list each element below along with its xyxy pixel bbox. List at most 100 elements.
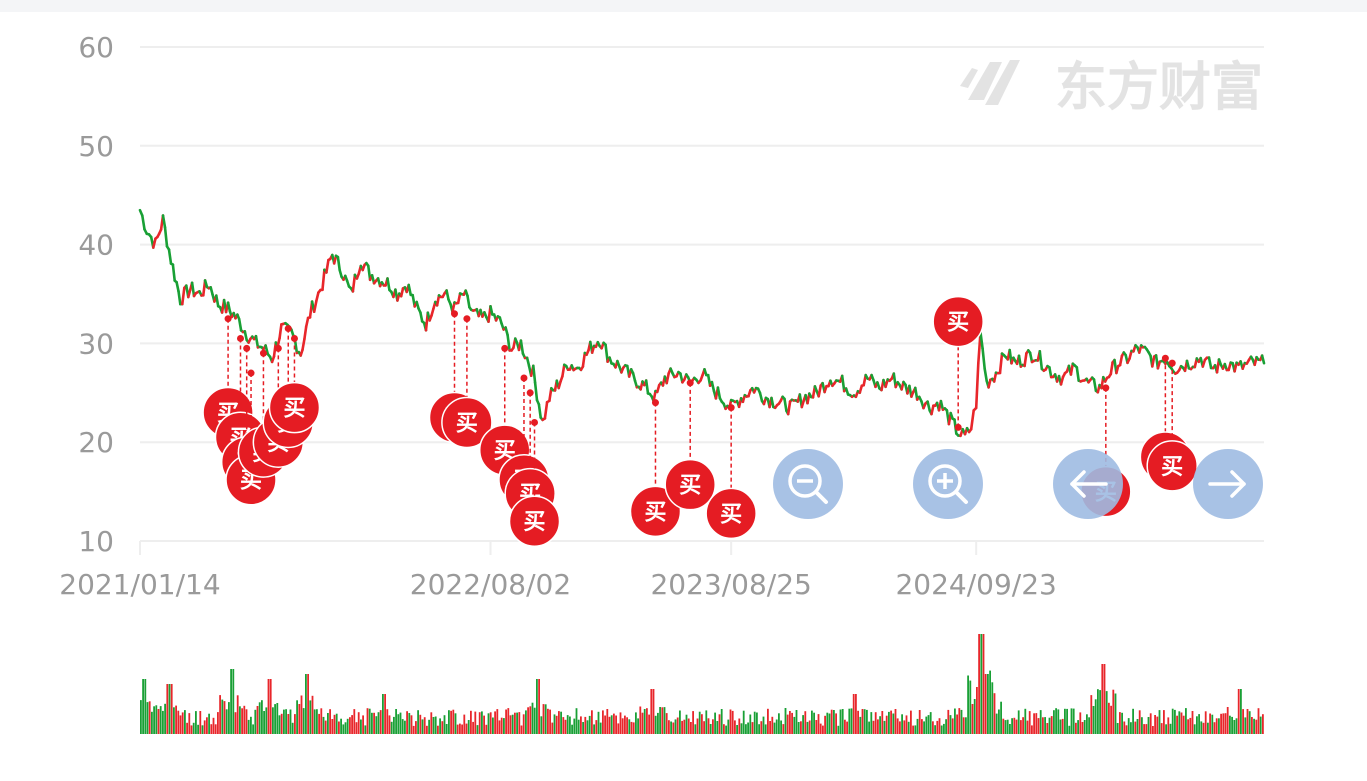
volume-bar bbox=[716, 721, 719, 734]
price-segment bbox=[913, 386, 919, 401]
volume-bar bbox=[560, 711, 562, 734]
volume-bar bbox=[1123, 721, 1126, 734]
volume-bar bbox=[1220, 713, 1222, 734]
buy-point bbox=[247, 369, 255, 377]
volume-bar bbox=[817, 714, 820, 734]
scroll-right-button[interactable] bbox=[1193, 449, 1263, 519]
price-segment bbox=[304, 316, 310, 328]
zoom-in-button[interactable] bbox=[913, 449, 983, 519]
volume-bar bbox=[1031, 725, 1033, 734]
volume-bar bbox=[1042, 717, 1044, 734]
volume-bar bbox=[606, 709, 609, 734]
volume-bar bbox=[835, 713, 837, 734]
volume-bar bbox=[241, 708, 243, 734]
volume-bar bbox=[670, 721, 672, 734]
volume-bar bbox=[1178, 711, 1181, 734]
volume-bar bbox=[1108, 702, 1110, 734]
volume-bar bbox=[1044, 717, 1046, 734]
volume-bar bbox=[872, 720, 875, 734]
volume-bar bbox=[212, 717, 215, 734]
volume-bar bbox=[1059, 719, 1062, 734]
volume-bar bbox=[228, 702, 230, 734]
zoom-out-button[interactable] bbox=[773, 449, 843, 519]
volume-bar bbox=[745, 724, 747, 734]
volume-bar bbox=[1141, 717, 1143, 734]
buy-point bbox=[1161, 354, 1169, 362]
volume-bar bbox=[1083, 720, 1086, 734]
volume-bar bbox=[932, 721, 934, 734]
volume-bar bbox=[624, 715, 626, 734]
volume-bar bbox=[267, 679, 270, 734]
volume-bar bbox=[936, 720, 939, 734]
volume-bar bbox=[857, 710, 859, 734]
volume-bar bbox=[731, 710, 734, 734]
watermark-text: 东方财富 bbox=[1055, 58, 1263, 118]
price-segment bbox=[1023, 351, 1028, 368]
volume-bar bbox=[261, 700, 263, 734]
scroll-left-button[interactable] bbox=[1053, 449, 1123, 519]
price-segment bbox=[314, 291, 320, 303]
volume-bar bbox=[595, 720, 598, 734]
volume-bar bbox=[896, 718, 899, 734]
price-segment bbox=[272, 341, 278, 358]
volume-bar bbox=[676, 717, 679, 734]
volume-bar bbox=[621, 718, 624, 734]
price-segment bbox=[770, 396, 775, 409]
buy-label: 买 bbox=[456, 411, 478, 436]
volume-bar bbox=[967, 675, 969, 734]
volume-bar bbox=[448, 710, 450, 734]
volume-bar bbox=[940, 725, 943, 734]
price-segment bbox=[969, 409, 976, 431]
volume-bar bbox=[544, 704, 547, 734]
volume-bar bbox=[206, 717, 208, 734]
volume-bar bbox=[1171, 708, 1174, 734]
volume-bar bbox=[705, 710, 708, 734]
price-segment bbox=[161, 214, 167, 229]
volume-bar bbox=[1103, 664, 1106, 734]
volume-bar bbox=[650, 689, 653, 734]
volume-bar bbox=[538, 679, 540, 734]
volume-bar bbox=[976, 687, 978, 734]
buy-point bbox=[686, 379, 694, 387]
volume-bar bbox=[822, 725, 824, 734]
volume-bar bbox=[243, 705, 246, 734]
volume-bar bbox=[1006, 719, 1009, 734]
volume-bar bbox=[736, 725, 738, 734]
volume-bar bbox=[274, 704, 276, 734]
volume-bar bbox=[771, 716, 774, 734]
volume-bar bbox=[252, 724, 254, 734]
price-segment bbox=[181, 286, 186, 306]
volume-bar bbox=[278, 715, 281, 734]
volume-bar bbox=[646, 708, 648, 734]
volume-bar bbox=[155, 705, 158, 734]
volume-bar bbox=[1028, 711, 1031, 734]
volume-bar bbox=[432, 717, 435, 734]
volume-bar bbox=[901, 714, 903, 734]
volume-bar bbox=[797, 722, 800, 734]
price-segment bbox=[407, 283, 413, 297]
volume-bar bbox=[929, 712, 932, 734]
volume-bar bbox=[305, 674, 307, 734]
volume-bar bbox=[527, 707, 529, 734]
volume-bar bbox=[903, 720, 906, 734]
volume-bar bbox=[467, 720, 470, 734]
volume-bar bbox=[511, 714, 514, 734]
volume-bar bbox=[694, 724, 697, 734]
volume-bar bbox=[1017, 710, 1020, 734]
volume-bar bbox=[987, 674, 989, 734]
volume-bar bbox=[566, 715, 569, 734]
volume-bar bbox=[989, 670, 991, 734]
volume-bar bbox=[844, 719, 846, 734]
buy-point bbox=[1102, 384, 1110, 392]
volume-bar bbox=[256, 706, 259, 734]
top-bar bbox=[0, 0, 1367, 12]
volume-bar bbox=[1039, 710, 1042, 734]
price-segment bbox=[548, 386, 553, 403]
volume-bar bbox=[960, 709, 963, 734]
volume-bar bbox=[1050, 716, 1053, 734]
volume-bar bbox=[1160, 723, 1163, 734]
volume-bar bbox=[718, 714, 721, 734]
volume-bar bbox=[707, 718, 710, 734]
volume-bar bbox=[144, 679, 147, 734]
